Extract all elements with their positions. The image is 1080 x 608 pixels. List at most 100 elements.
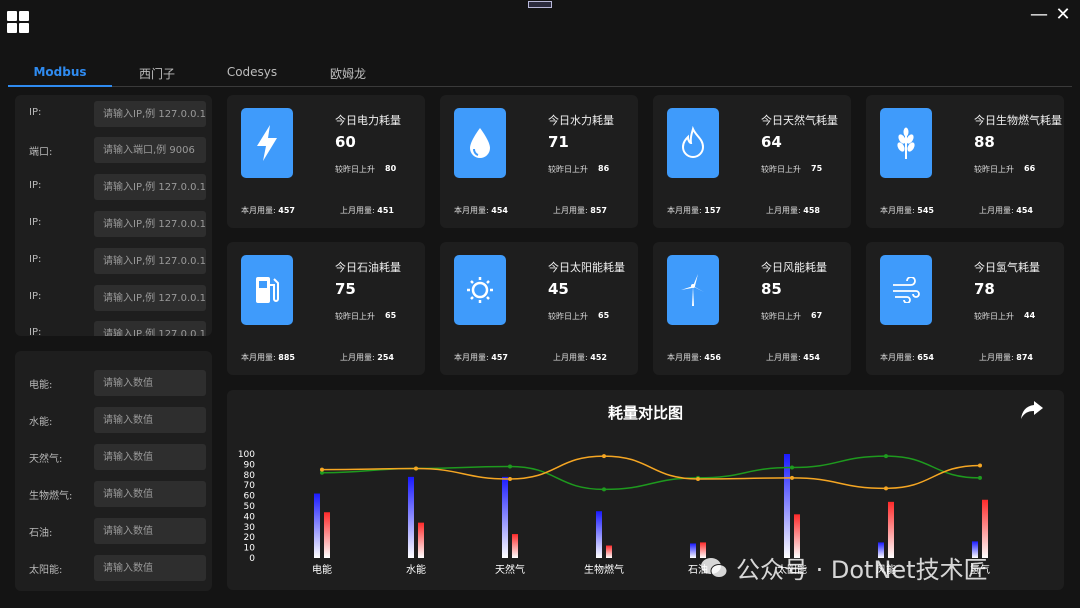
card-month-usage: 本月用量: 457 — [454, 353, 508, 362]
x-tick-label: 生物燃气 — [584, 563, 624, 576]
bar — [324, 512, 330, 558]
app-logo-icon — [7, 11, 29, 33]
metric-card-water: 今日水力耗量 71 较昨日上升 86 本月用量: 454 上月用量: 857 — [440, 95, 638, 228]
card-month-usage: 本月用量: 545 — [880, 206, 934, 215]
y-tick-label: 90 — [244, 460, 256, 470]
card-last-month-usage: 上月用量: 452 — [553, 353, 607, 362]
card-value: 60 — [335, 133, 356, 151]
wind-turbine-icon — [667, 255, 719, 325]
ip-input[interactable] — [94, 211, 206, 237]
card-month-usage: 本月用量: 885 — [241, 353, 295, 362]
y-tick-label: 80 — [244, 471, 256, 481]
x-tick-label: 水能 — [406, 563, 426, 576]
bar — [314, 493, 320, 558]
card-title: 今日水力耗量 — [548, 114, 614, 127]
tab-omron[interactable]: 欧姆龙 — [329, 67, 366, 81]
line-point — [508, 476, 512, 481]
card-month-usage: 本月用量: 456 — [667, 353, 721, 362]
window-drag-handle[interactable] — [528, 1, 552, 8]
value-label: 石油: — [29, 528, 53, 539]
line-point — [978, 475, 982, 480]
oil-value-input[interactable] — [94, 518, 206, 544]
ip-row: IP: — [29, 101, 206, 127]
line-point — [696, 476, 700, 481]
bar — [972, 541, 978, 558]
y-tick-label: 10 — [244, 544, 256, 554]
line-point — [884, 454, 888, 459]
chart-title: 耗量对比图 — [607, 404, 683, 422]
card-compare-label: 较昨日上升 — [761, 165, 801, 174]
biogas-value-input[interactable] — [94, 481, 206, 507]
x-tick-label: 氢气 — [970, 563, 990, 576]
ip-label: IP: — [29, 107, 42, 118]
card-title: 今日电力耗量 — [335, 114, 401, 127]
port-label: 端口: — [29, 147, 53, 158]
card-month-usage: 本月用量: 457 — [241, 206, 295, 215]
ip-input[interactable] — [94, 285, 206, 311]
card-last-month-usage: 上月用量: 458 — [766, 206, 820, 215]
y-tick-label: 20 — [244, 533, 256, 543]
value-label: 生物燃气: — [29, 491, 73, 502]
card-value: 45 — [548, 280, 569, 298]
card-title: 今日氢气耗量 — [974, 261, 1040, 274]
line-point — [320, 470, 324, 475]
value-label: 太阳能: — [29, 565, 63, 576]
line-point — [884, 486, 888, 491]
ip-row: IP: — [29, 174, 206, 200]
tab-codesys[interactable]: Codesys — [226, 65, 278, 79]
card-last-month-usage: 上月用量: 454 — [979, 206, 1033, 215]
comparison-chart-panel: 耗量对比图 0 10 20 30 40 50 60 70 80 90 100 电能 水能 天然气 生物燃气… — [227, 390, 1064, 590]
tab-siemens[interactable]: 西门子 — [138, 67, 175, 81]
line-point — [602, 487, 606, 492]
share-icon[interactable] — [1020, 400, 1044, 420]
card-title: 今日风能耗量 — [761, 261, 827, 274]
line-point — [790, 475, 794, 480]
close-button[interactable]: ✕ — [1055, 4, 1071, 25]
value-row: 石油: — [29, 518, 206, 544]
ip-input[interactable] — [94, 174, 206, 200]
x-tick-label: 太阳能 — [777, 563, 807, 576]
gas-value-input[interactable] — [94, 444, 206, 470]
ip-input[interactable] — [94, 321, 206, 336]
x-tick-label: 风能 — [876, 563, 896, 576]
y-tick-label: 30 — [244, 523, 256, 533]
card-compare-label: 较昨日上升 — [761, 312, 801, 321]
port-input[interactable] — [94, 137, 206, 163]
card-last-month-usage: 上月用量: 254 — [340, 353, 394, 362]
value-label: 水能: — [29, 417, 53, 428]
value-row: 电能: — [29, 370, 206, 396]
bar — [878, 542, 884, 558]
ip-input[interactable] — [94, 101, 206, 127]
value-row: 天然气: — [29, 444, 206, 470]
card-value: 88 — [974, 133, 995, 151]
card-title: 今日天然气耗量 — [761, 114, 838, 127]
water-value-input[interactable] — [94, 407, 206, 433]
value-row: 太阳能: — [29, 555, 206, 581]
card-last-month-usage: 上月用量: 451 — [340, 206, 394, 215]
bar — [784, 454, 790, 558]
bar — [794, 514, 800, 558]
bar — [982, 499, 988, 558]
line-point — [790, 465, 794, 470]
chart-canvas: 0102030405060708090100 电能 水能 天然气 生物燃气 石油 太阳能风… — [238, 450, 990, 576]
watermark: 公众号 · DotNet技术匠 — [700, 550, 988, 585]
protocol-tabs: Modbus 西门子 Codesys 欧姆龙 — [8, 62, 1072, 87]
metric-card-gas: 今日天然气耗量 64 较昨日上升 75 本月用量: 157 上月用量: 458 — [653, 95, 851, 228]
x-tick-label: 电能 — [312, 563, 332, 576]
y-tick-label: 0 — [249, 554, 255, 564]
card-compare-value: 44 — [1024, 311, 1036, 320]
wechat-icon — [701, 557, 728, 578]
solar-value-input[interactable] — [94, 555, 206, 581]
minimize-button[interactable]: — — [1030, 4, 1048, 25]
water-drop-icon — [454, 108, 506, 178]
card-last-month-usage: 上月用量: 454 — [766, 353, 820, 362]
ip-label: IP: — [29, 180, 42, 191]
y-tick-label: 40 — [244, 512, 256, 522]
metric-card-solar: 今日太阳能耗量 45 较昨日上升 65 本月用量: 457 上月用量: 452 — [440, 242, 638, 375]
ip-row: IP: — [29, 285, 206, 311]
ip-input[interactable] — [94, 248, 206, 274]
tab-modbus[interactable]: Modbus — [8, 65, 112, 87]
fuel-pump-icon — [241, 255, 293, 325]
value-row: 生物燃气: — [29, 481, 206, 507]
electric-value-input[interactable] — [94, 370, 206, 396]
